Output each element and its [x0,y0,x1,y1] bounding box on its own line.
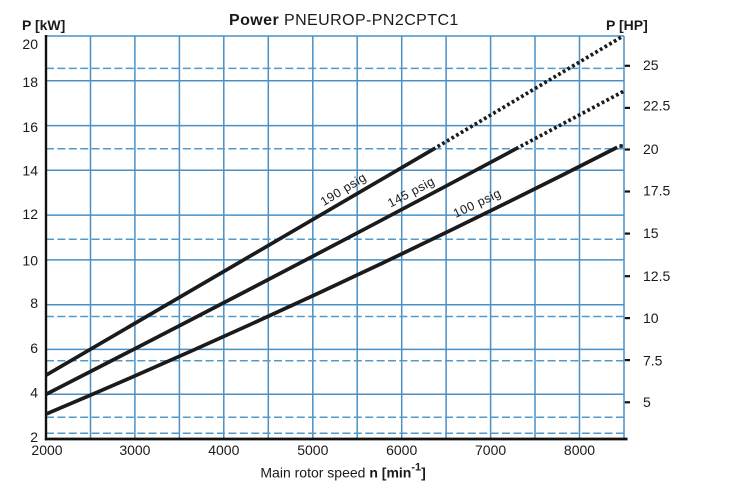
svg-text:8: 8 [30,295,38,311]
svg-text:18: 18 [22,74,38,90]
svg-text:Power PNEUROP-PN2CPTC1: Power PNEUROP-PN2CPTC1 [229,12,459,29]
svg-text:8000: 8000 [564,442,595,458]
svg-text:20: 20 [643,141,659,157]
svg-text:4000: 4000 [208,442,239,458]
svg-text:22.5: 22.5 [643,98,670,114]
svg-text:6000: 6000 [386,442,417,458]
svg-text:2: 2 [30,429,38,445]
svg-text:10: 10 [643,310,659,326]
svg-text:14: 14 [22,163,38,179]
svg-text:5: 5 [643,394,651,410]
svg-text:4: 4 [30,385,38,401]
svg-text:20: 20 [22,36,38,52]
svg-text:P [HP]: P [HP] [606,17,648,33]
svg-text:12.5: 12.5 [643,268,670,284]
svg-text:7000: 7000 [475,442,506,458]
svg-text:6: 6 [30,340,38,356]
svg-text:2000: 2000 [31,442,62,458]
svg-text:25: 25 [643,57,659,73]
svg-text:15: 15 [643,225,659,241]
svg-text:3000: 3000 [119,442,150,458]
svg-text:Main rotor speed n [min-1]: Main rotor speed n [min-1] [260,462,425,481]
svg-text:5000: 5000 [297,442,328,458]
svg-text:12: 12 [22,206,38,222]
svg-text:17.5: 17.5 [643,183,670,199]
svg-text:10: 10 [22,253,38,269]
svg-text:7.5: 7.5 [643,352,663,368]
svg-text:P [kW]: P [kW] [22,17,65,33]
svg-text:16: 16 [22,119,38,135]
